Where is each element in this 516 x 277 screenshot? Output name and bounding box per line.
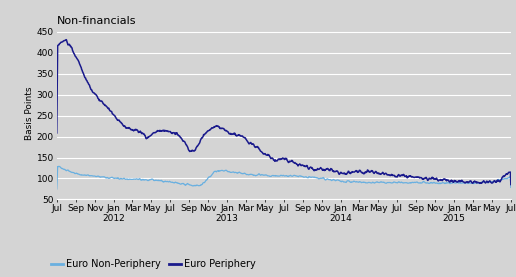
Text: Non-financials: Non-financials — [57, 16, 136, 25]
Y-axis label: Basis Points: Basis Points — [25, 87, 34, 140]
Legend: Euro Non-Periphery, Euro Periphery: Euro Non-Periphery, Euro Periphery — [51, 259, 256, 269]
